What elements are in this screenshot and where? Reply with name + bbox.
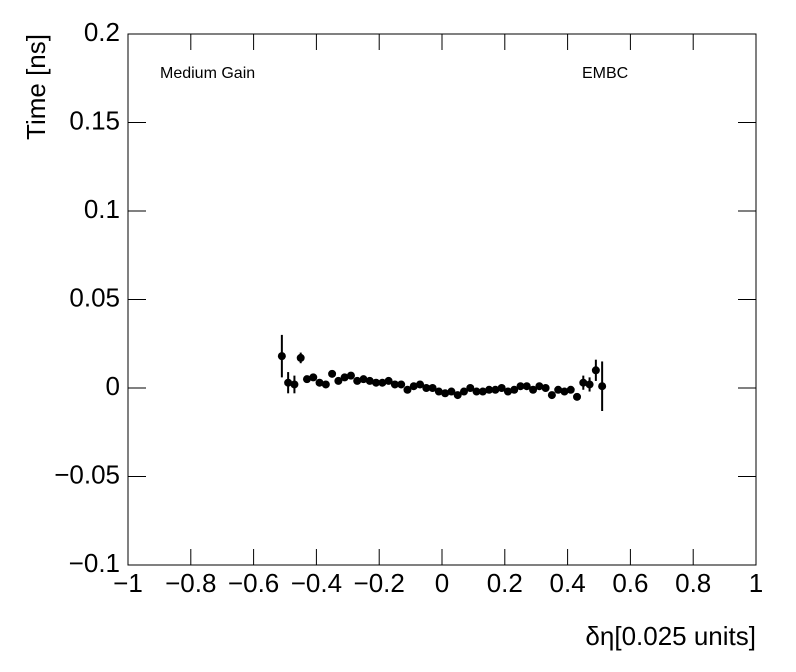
data-point (522, 382, 531, 391)
x-tick-label: −0.4 (291, 568, 342, 598)
x-tick-label: −0.8 (165, 568, 216, 598)
x-tick-label: −0.6 (228, 568, 279, 598)
y-tick-label: 0.05 (69, 282, 120, 312)
data-point (503, 387, 512, 396)
data-point (554, 385, 563, 394)
data-point (378, 378, 387, 387)
data-point (497, 384, 506, 392)
data-point (328, 369, 337, 378)
data-point (315, 378, 324, 387)
x-axis-label: δη[0.025 units] (585, 621, 756, 651)
data-point (346, 371, 355, 380)
x-tick-label: 0 (435, 568, 449, 598)
x-tick-label: 0.6 (612, 568, 648, 598)
data-point (296, 353, 305, 362)
data-point (579, 378, 588, 387)
data-point (547, 391, 556, 400)
y-tick-label: 0.1 (84, 194, 120, 224)
data-point (566, 385, 575, 394)
data-point (434, 387, 443, 396)
data-point (334, 376, 343, 385)
data-point (478, 387, 487, 396)
data-point (598, 382, 607, 391)
data-point (372, 378, 381, 387)
data-point (290, 380, 299, 389)
data-point (422, 384, 431, 392)
y-tick-label: −0.05 (54, 459, 120, 489)
data-point (491, 385, 500, 394)
data-point (535, 382, 544, 391)
x-tick-label: 0.8 (675, 568, 711, 598)
data-point (359, 375, 368, 384)
data-point (277, 352, 286, 361)
data-point (365, 376, 374, 385)
data-point (409, 382, 418, 391)
x-tick-label: 0.2 (487, 568, 523, 598)
data-point (302, 375, 311, 384)
data-point (560, 387, 569, 396)
data-point (529, 385, 538, 394)
y-axis-label: Time [ns] (21, 34, 51, 140)
data-point (428, 384, 437, 392)
data-point (447, 387, 456, 396)
data-point (416, 380, 425, 389)
data-point (516, 382, 525, 391)
plot-frame (127, 33, 757, 566)
x-tick-label: 0.4 (550, 568, 586, 598)
data-point (403, 385, 412, 394)
data-point (585, 380, 594, 389)
data-point (384, 376, 393, 385)
x-tick-label: −1 (113, 568, 143, 598)
annotation: EMBC (582, 65, 628, 82)
y-tick-label: 0 (106, 371, 120, 401)
data-point (485, 385, 494, 394)
data-point (353, 376, 362, 385)
data-point (573, 392, 582, 401)
y-tick-label: 0.15 (69, 105, 120, 135)
annotation: Medium Gain (160, 65, 255, 82)
data-point (284, 378, 293, 387)
y-tick-label: −0.1 (69, 548, 120, 578)
x-tick-label: 1 (749, 568, 763, 598)
data-point (472, 387, 481, 396)
data-point (510, 385, 519, 394)
data-point (466, 384, 475, 392)
data-point (441, 389, 450, 398)
y-tick-label: 0.2 (84, 17, 120, 47)
data-point (459, 387, 468, 396)
data-point (591, 366, 600, 375)
data-point (321, 380, 330, 389)
data-point (541, 384, 550, 392)
data-point (390, 380, 399, 389)
data-point (453, 391, 462, 400)
data-point (309, 373, 318, 382)
data-point (397, 380, 406, 389)
data-point (340, 373, 349, 382)
x-tick-label: −0.2 (354, 568, 405, 598)
